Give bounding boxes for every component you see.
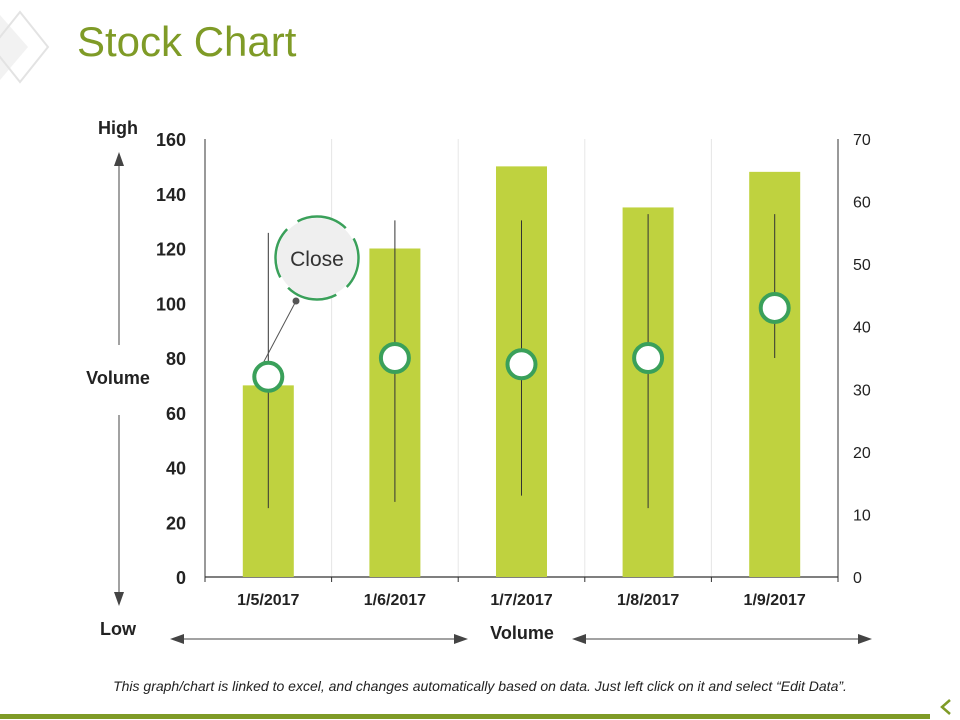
left-arrow-icon [170, 634, 184, 644]
left-tick-label: 100 [156, 294, 186, 314]
up-arrow-icon [114, 152, 124, 166]
close-callout-ring [274, 215, 360, 301]
close-callout-label: Close [290, 248, 344, 271]
left-arrow-icon [572, 634, 586, 644]
left-tick-label: 0 [176, 568, 186, 588]
left-tick-label: 40 [166, 459, 186, 479]
volume-bottom-label: Volume [490, 623, 554, 643]
high-label: High [98, 118, 138, 138]
left-tick-label: 20 [166, 513, 186, 533]
right-tick-label: 50 [853, 257, 871, 274]
right-tick-label: 20 [853, 445, 871, 462]
left-tick-label: 120 [156, 240, 186, 260]
right-tick-label: 60 [853, 195, 871, 212]
right-arrow-icon [858, 634, 872, 644]
callout-leader-line [262, 300, 297, 364]
right-tick-label: 30 [853, 382, 871, 399]
close-marker [758, 291, 791, 324]
left-tick-label: 80 [166, 349, 186, 369]
close-marker [378, 342, 411, 374]
stock-chart: 0 20 40 60 80 100 120 140 160 0 10 20 30 40 50 60 70 Clos… [86, 118, 872, 644]
bottom-accent-bar [0, 714, 930, 719]
category-label: 1/7/2017 [490, 592, 552, 609]
close-marker [632, 342, 665, 374]
left-tick-label: 60 [166, 404, 186, 424]
callout-leader-dot [292, 297, 300, 305]
decorative-diamond-icon [0, 10, 50, 84]
category-label: 1/5/2017 [237, 592, 299, 609]
footnote-text: This graph/chart is linked to excel, and… [113, 678, 847, 694]
right-arrow-icon [454, 634, 468, 644]
right-tick-label: 10 [853, 507, 871, 524]
close-marker [505, 348, 538, 381]
left-tick-label: 160 [156, 130, 186, 150]
slide-title: Stock Chart [77, 18, 297, 65]
right-tick-label: 70 [853, 132, 871, 149]
close-marker [252, 360, 285, 393]
down-arrow-icon [114, 592, 124, 606]
volume-side-label: Volume [86, 368, 150, 388]
category-label: 1/6/2017 [364, 592, 426, 609]
close-callout-bubble [277, 218, 357, 298]
left-tick-label: 140 [156, 185, 186, 205]
chevron-left-icon[interactable] [938, 698, 954, 716]
category-label: 1/9/2017 [744, 592, 806, 609]
right-tick-label: 0 [853, 570, 862, 587]
low-label: Low [100, 619, 137, 639]
right-tick-label: 40 [853, 320, 871, 337]
category-label: 1/8/2017 [617, 592, 679, 609]
